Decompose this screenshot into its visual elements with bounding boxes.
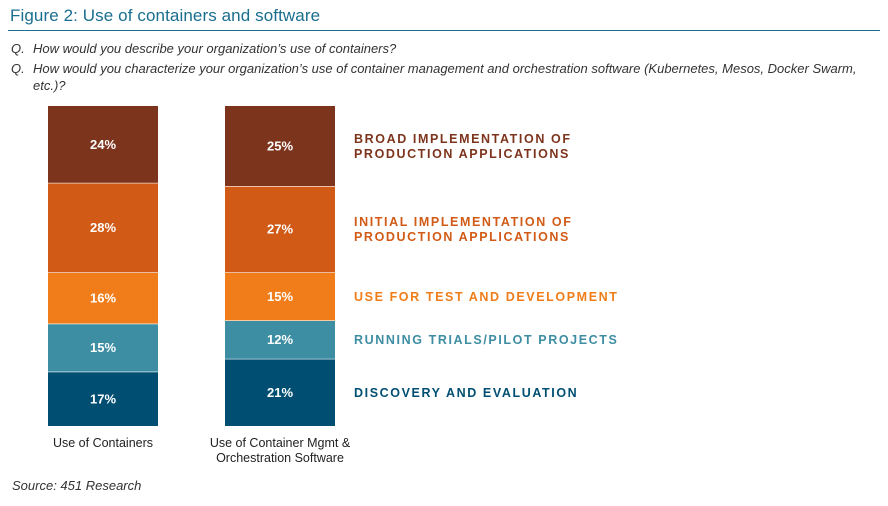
bar-segment-2-broad-implementation-of-production-applications: [225, 106, 335, 186]
question-2: Q. How would you characterize your organi…: [11, 60, 881, 94]
data-label: 28%: [90, 220, 116, 235]
data-label: 25%: [267, 139, 293, 154]
figure-title: Figure 2: Use of containers and software: [10, 6, 321, 25]
data-label: 15%: [90, 340, 116, 355]
legend-label-initial-implementation-of-production-applications: INITIAL IMPLEMENTATION OF PRODUCTION APPL…: [354, 215, 572, 244]
bar-segment-1-broad-implementation-of-production-applications: [48, 106, 158, 183]
question-1-prefix: Q.: [11, 41, 25, 56]
source-note: Source: 451 Research: [12, 478, 142, 493]
bar-segment-2-discovery-and-evaluation: [225, 358, 335, 426]
legend-label-broad-implementation-of-production-applications: BROAD IMPLEMENTATION OF PRODUCTION APPLIC…: [354, 132, 572, 161]
data-label: 21%: [267, 385, 293, 400]
category-label-2: Use of Container Mgmt & Orchestration Sof…: [210, 436, 351, 465]
legend-label-discovery-and-evaluation: DISCOVERY AND EVALUATION: [354, 386, 578, 400]
data-label: 16%: [90, 291, 116, 306]
question-1: Q. How would you describe your organizati…: [11, 40, 881, 57]
question-1-text: How would you describe your organization…: [33, 41, 397, 56]
bar-segment-2-running-trials-pilot-projects: [225, 320, 335, 359]
legend-label-use-for-test-and-development: USE FOR TEST AND DEVELOPMENT: [354, 290, 619, 304]
question-2-text: How would you characterize your organiza…: [33, 61, 857, 93]
bar-segment-1-use-for-test-and-development: [48, 272, 158, 324]
data-label: 12%: [267, 332, 293, 347]
data-label: 27%: [267, 222, 293, 237]
category-label-1: Use of Containers: [53, 436, 153, 450]
question-2-prefix: Q.: [11, 61, 25, 76]
bar-segment-2-use-for-test-and-development: [225, 272, 335, 321]
bar-segment-1-initial-implementation-of-production-applications: [48, 182, 158, 273]
bar-segment-1-running-trials-pilot-projects: [48, 323, 158, 372]
data-label: 15%: [267, 289, 293, 304]
bar-segment-2-initial-implementation-of-production-applications: [225, 186, 335, 273]
title-divider: [8, 30, 880, 31]
data-label: 24%: [90, 137, 116, 152]
legend-label-running-trials-pilot-projects: RUNNING TRIALS/PILOT PROJECTS: [354, 333, 618, 347]
bar-segment-1-discovery-and-evaluation: [48, 371, 158, 426]
data-label: 17%: [90, 391, 116, 406]
